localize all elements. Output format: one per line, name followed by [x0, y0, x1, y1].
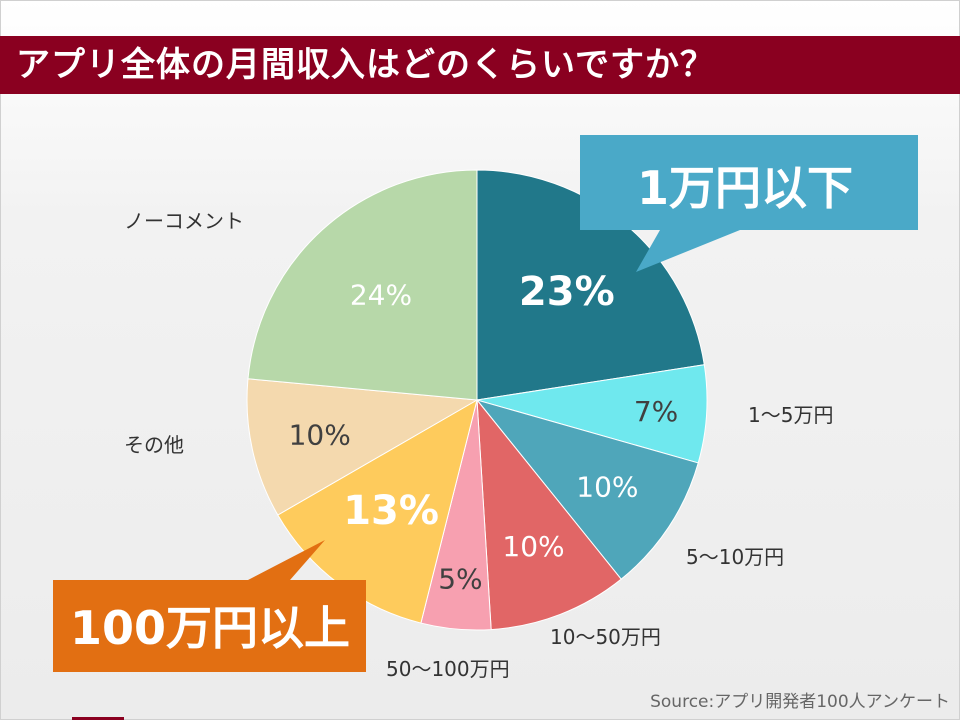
pie-percent-label: 10% [576, 470, 638, 503]
pie-slice [247, 169, 478, 401]
pie-percent-label: 7% [634, 395, 678, 428]
pie-percent-label: 10% [502, 530, 564, 563]
footer-mark [72, 717, 124, 720]
callout-high-text: 100万円以上 [70, 601, 350, 655]
pie-slice [475, 399, 699, 580]
callout-high: 100万円以上 [53, 540, 366, 672]
pie-category-label: 10～50万円 [550, 625, 661, 649]
pie-percent-label: 5% [438, 563, 482, 596]
callout-low-box [580, 135, 918, 272]
pie-category-labels: 1～5万円 5～10万円 10～50万円 50～100万円 その他 ノーコメント [124, 209, 833, 681]
pie-percent-label: 13% [343, 488, 439, 534]
pie-percent-label: 10% [289, 418, 351, 451]
source-note: Source:アプリ開発者100人アンケート [650, 692, 950, 712]
pie-percent-label: 23% [519, 269, 615, 315]
chart-title: アプリ全体の月間収入はどのくらいですか？ [0, 36, 960, 94]
pie-category-label: 1～5万円 [748, 403, 833, 427]
pie-category-label: その他 [124, 433, 184, 457]
pie-category-label: 50～100万円 [386, 657, 510, 681]
pie-category-label: 5～10万円 [686, 545, 784, 569]
pie-slice [246, 378, 479, 516]
pie-slices [246, 169, 708, 631]
callout-high-box [53, 540, 366, 672]
pie-category-label: ノーコメント [124, 209, 244, 233]
pie-percent-label: 24% [350, 279, 412, 312]
callout-low: 1万円以下 [580, 135, 918, 272]
pie-percent-labels: 23% 7% 10% 10% 5% 13% 10% 24% [289, 269, 679, 595]
pie-slice [476, 398, 622, 631]
callout-low-text: 1万円以下 [637, 161, 853, 215]
